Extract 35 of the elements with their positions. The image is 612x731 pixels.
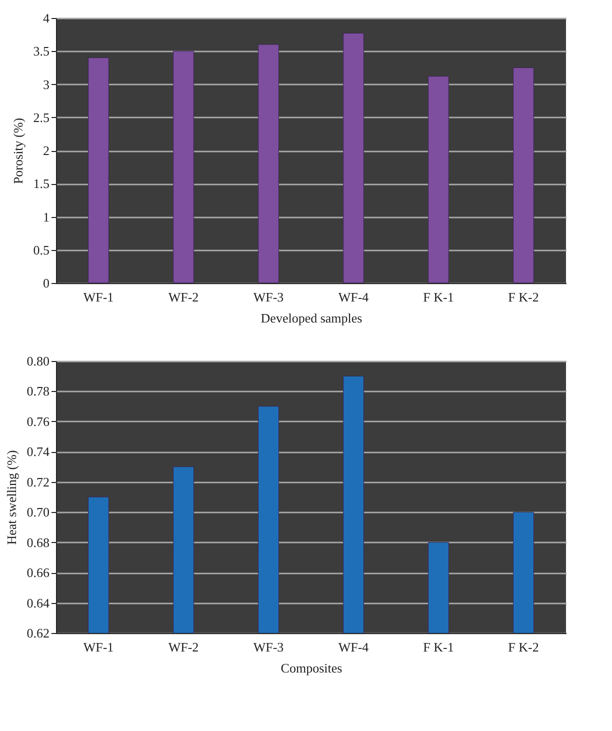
y-tick-label: 1 [43, 209, 50, 224]
y-tick-label: 0.76 [26, 414, 50, 429]
x-axis-title: Composites [280, 660, 342, 676]
x-tick-label: WF-2 [168, 290, 199, 304]
x-tick-label: WF-4 [338, 640, 370, 654]
y-tick-label: 0.62 [26, 626, 50, 640]
x-tick-label: F K-2 [508, 290, 539, 304]
y-tick-label: 3 [43, 76, 50, 92]
y-axis-title: Heat swelling (%) [4, 450, 19, 545]
y-tick-label: 0.5 [33, 242, 50, 258]
y-tick-label: 0.70 [26, 504, 50, 520]
y-tick-label: 2 [43, 143, 50, 158]
x-tick-label: WF-1 [83, 290, 114, 304]
y-tick-label: 1.5 [33, 176, 50, 192]
x-tick-label: WF-4 [338, 290, 370, 304]
x-axis-title: Developed samples [260, 310, 362, 326]
x-tick-label: WF-3 [253, 290, 284, 304]
x-tick-label: F K-2 [508, 640, 539, 654]
y-axis-title: Porosity (%) [10, 118, 26, 184]
x-tick-label: WF-3 [253, 640, 284, 654]
x-tick-label: F K-1 [423, 290, 454, 304]
x-tick-label: WF-1 [83, 640, 114, 654]
y-tick-label: 0.72 [26, 474, 50, 490]
y-tick-label: 2.5 [33, 110, 50, 125]
y-tick-label: 0.74 [26, 444, 50, 460]
y-tick-label: 0 [43, 276, 50, 290]
y-tick-label: 3.5 [33, 44, 50, 59]
y-tick-label: 0.80 [26, 354, 50, 368]
y-tick-label: 0.68 [26, 534, 50, 550]
y-tick-label: 0.64 [26, 595, 50, 610]
y-tick-label: 0.78 [26, 384, 50, 399]
y-tick-label: 4 [43, 10, 50, 26]
x-tick-label: F K-1 [423, 640, 454, 654]
x-tick-label: WF-2 [168, 640, 199, 654]
y-tick-label: 0.66 [26, 565, 50, 580]
